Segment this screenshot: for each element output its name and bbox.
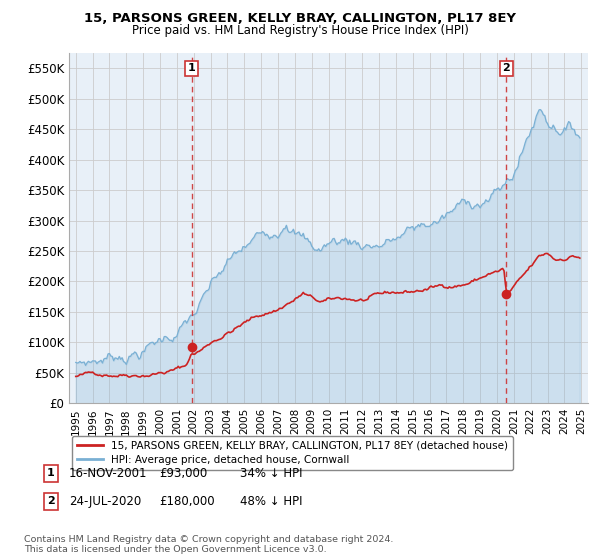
- Text: 24-JUL-2020: 24-JUL-2020: [69, 494, 141, 508]
- Text: Contains HM Land Registry data © Crown copyright and database right 2024.
This d: Contains HM Land Registry data © Crown c…: [24, 535, 394, 554]
- Text: 1: 1: [188, 63, 196, 73]
- Text: 48% ↓ HPI: 48% ↓ HPI: [240, 494, 302, 508]
- Text: 1: 1: [47, 468, 55, 478]
- Text: 2: 2: [503, 63, 511, 73]
- Text: £93,000: £93,000: [159, 466, 207, 480]
- Text: Price paid vs. HM Land Registry's House Price Index (HPI): Price paid vs. HM Land Registry's House …: [131, 24, 469, 36]
- Text: 2: 2: [47, 496, 55, 506]
- Text: 34% ↓ HPI: 34% ↓ HPI: [240, 466, 302, 480]
- Legend: 15, PARSONS GREEN, KELLY BRAY, CALLINGTON, PL17 8EY (detached house), HPI: Avera: 15, PARSONS GREEN, KELLY BRAY, CALLINGTO…: [71, 436, 514, 470]
- Text: £180,000: £180,000: [159, 494, 215, 508]
- Text: 15, PARSONS GREEN, KELLY BRAY, CALLINGTON, PL17 8EY: 15, PARSONS GREEN, KELLY BRAY, CALLINGTO…: [84, 12, 516, 25]
- Text: 16-NOV-2001: 16-NOV-2001: [69, 466, 148, 480]
